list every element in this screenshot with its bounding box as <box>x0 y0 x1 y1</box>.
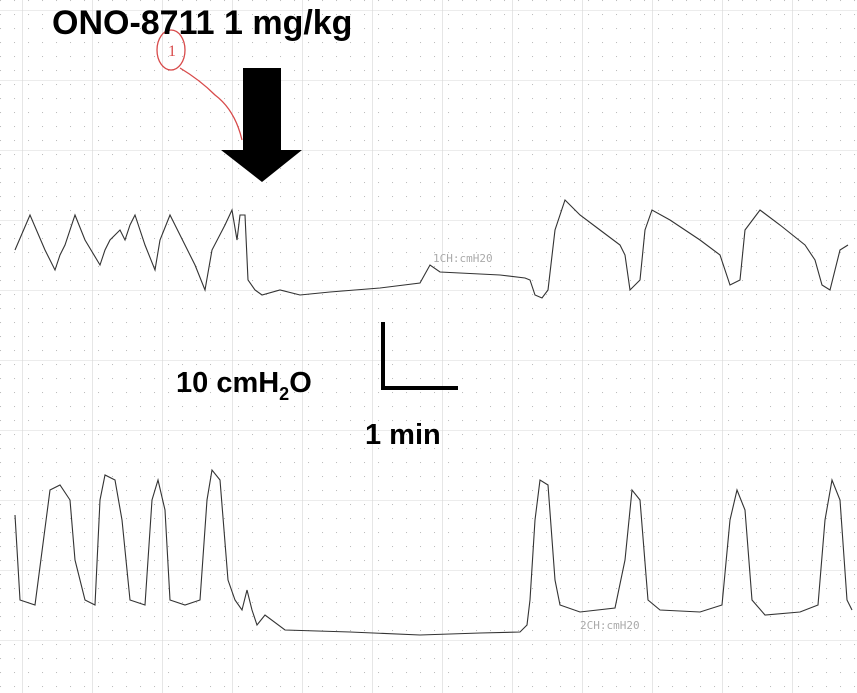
trace-channel-2 <box>14 468 853 636</box>
scale-bar <box>381 322 458 390</box>
label-part: 10 cmH <box>176 367 279 399</box>
time-scale-label: 1 min <box>365 419 441 451</box>
pressure-scale-label: 10 cmH2O <box>176 367 312 404</box>
channel-label: 1CH:cmH20 <box>433 252 493 265</box>
label-part: O <box>289 367 312 399</box>
dose-arrow <box>221 68 302 182</box>
handwritten-mark <box>156 29 243 141</box>
trace-channel-1 <box>14 198 849 299</box>
label-subscript: 2 <box>279 384 289 404</box>
channel-label: 2CH:cmH20 <box>580 619 640 632</box>
title: ONO-8711 1 mg/kg <box>52 4 352 42</box>
handwritten-note: 1 <box>168 43 176 60</box>
